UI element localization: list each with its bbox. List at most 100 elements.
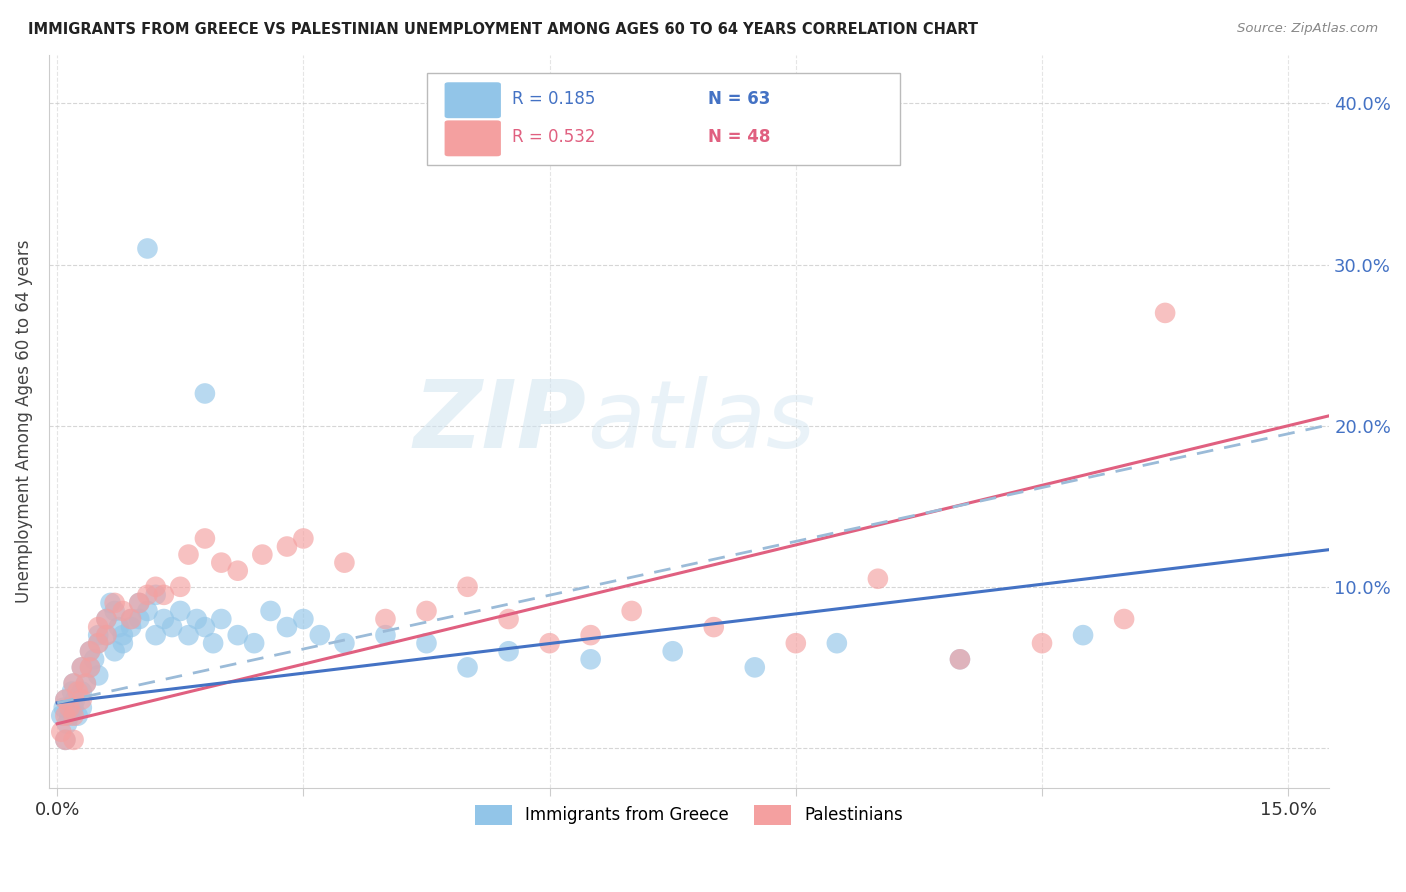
Point [104,644,127,658]
Point [96,628,118,642]
Point [62,732,84,747]
Point [333,556,356,570]
Point [52,700,75,714]
Point [58,700,80,714]
Point [276,620,298,634]
Point [209,556,232,570]
Point [70,660,93,674]
Point [1112,612,1135,626]
Point [128,596,150,610]
Text: IMMIGRANTS FROM GREECE VS PALESTINIAN UNEMPLOYMENT AMONG AGES 60 TO 64 YEARS COR: IMMIGRANTS FROM GREECE VS PALESTINIAN UN… [28,22,979,37]
Point [55,692,77,706]
Point [202,636,225,650]
Point [87,668,110,682]
Text: R = 0.185: R = 0.185 [512,90,596,108]
Point [79,644,101,658]
Text: R = 0.532: R = 0.532 [512,128,596,146]
Point [66,708,89,723]
Point [79,644,101,658]
Point [1031,636,1053,650]
Point [111,636,134,650]
Point [55,708,77,723]
Point [120,612,142,626]
Point [62,676,84,690]
Point [209,612,232,626]
Point [62,676,84,690]
Point [55,732,77,747]
Point [145,588,167,602]
Text: N = 48: N = 48 [709,128,770,146]
Point [87,636,110,650]
Point [160,620,183,634]
Point [62,700,84,714]
Y-axis label: Unemployment Among Ages 60 to 64 years: Unemployment Among Ages 60 to 64 years [15,240,32,603]
Point [579,652,602,666]
Point [226,628,249,642]
Point [70,700,93,714]
Point [457,660,479,674]
Point [276,540,298,554]
Point [333,636,356,650]
Point [579,628,602,642]
Point [55,732,77,747]
Point [62,708,84,723]
Point [153,588,176,602]
Point [136,604,159,618]
Point [96,612,118,626]
Point [194,386,217,401]
Point [100,596,122,610]
Point [75,676,97,690]
Point [111,604,134,618]
Point [538,636,561,650]
Point [498,644,520,658]
Point [226,564,249,578]
Point [177,628,200,642]
Point [58,708,80,723]
Point [744,660,766,674]
Point [51,724,73,739]
Point [292,532,315,546]
Point [120,620,142,634]
Point [292,612,315,626]
Point [70,692,93,706]
Point [661,644,683,658]
Point [87,628,110,642]
Point [55,692,77,706]
Text: Source: ZipAtlas.com: Source: ZipAtlas.com [1237,22,1378,36]
Point [75,676,97,690]
FancyBboxPatch shape [444,82,501,118]
Point [177,548,200,562]
Point [457,580,479,594]
Point [949,652,972,666]
Text: ZIP: ZIP [413,376,586,467]
Point [96,628,118,642]
Point [107,620,129,634]
Point [169,604,191,618]
Point [620,604,643,618]
Point [104,604,127,618]
Point [949,652,972,666]
Point [136,588,159,602]
Point [259,604,281,618]
FancyBboxPatch shape [426,73,900,165]
Point [703,620,725,634]
Point [87,636,110,650]
Point [415,636,437,650]
Point [498,612,520,626]
Point [308,628,330,642]
Point [60,684,83,698]
Point [866,572,889,586]
Point [243,636,266,650]
Text: N = 63: N = 63 [709,90,770,108]
Point [66,684,89,698]
Point [825,636,848,650]
Point [169,580,191,594]
Point [87,620,110,634]
Point [194,620,217,634]
Point [145,628,167,642]
Point [1071,628,1094,642]
Point [96,612,118,626]
Legend: Immigrants from Greece, Palestinians: Immigrants from Greece, Palestinians [468,798,910,831]
Point [128,612,150,626]
Point [785,636,807,650]
